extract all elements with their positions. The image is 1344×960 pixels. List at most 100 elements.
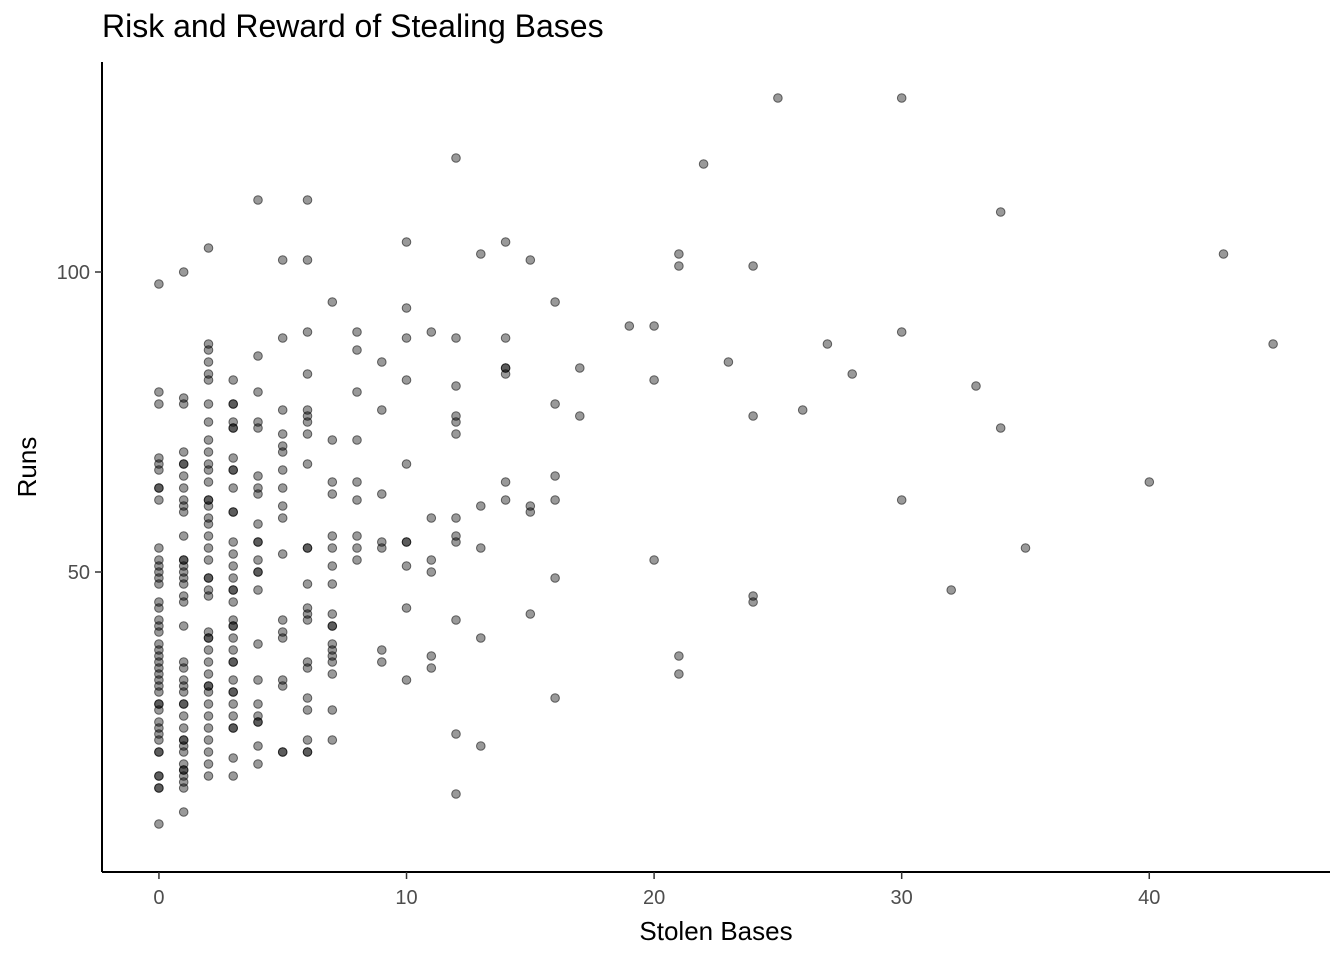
data-point bbox=[401, 603, 412, 613]
data-point bbox=[228, 723, 238, 733]
data-point bbox=[327, 669, 338, 679]
data-point bbox=[228, 711, 238, 721]
data-point bbox=[253, 759, 263, 769]
data-point bbox=[178, 507, 189, 517]
data-point bbox=[995, 207, 1006, 217]
data-point bbox=[352, 495, 362, 505]
data-point bbox=[228, 585, 238, 595]
data-point bbox=[426, 567, 437, 577]
data-point bbox=[203, 657, 214, 667]
data-point bbox=[426, 327, 437, 337]
data-point bbox=[550, 471, 560, 481]
data-point bbox=[203, 591, 214, 601]
data-point bbox=[302, 195, 313, 205]
data-point bbox=[451, 153, 461, 163]
data-point bbox=[451, 429, 461, 439]
data-point bbox=[723, 357, 734, 367]
data-point bbox=[228, 375, 238, 385]
data-point bbox=[302, 705, 313, 715]
data-point bbox=[476, 501, 486, 511]
data-point bbox=[203, 543, 214, 553]
data-point bbox=[277, 333, 288, 343]
data-point bbox=[154, 387, 164, 397]
data-point bbox=[476, 741, 486, 751]
data-point bbox=[302, 429, 313, 439]
data-point bbox=[550, 573, 560, 583]
data-point bbox=[178, 723, 189, 733]
data-point bbox=[302, 693, 313, 703]
data-point bbox=[277, 465, 288, 475]
data-point bbox=[377, 645, 387, 655]
data-point bbox=[327, 609, 338, 619]
data-point bbox=[451, 789, 461, 799]
data-point bbox=[178, 747, 189, 757]
data-point bbox=[277, 633, 288, 643]
data-point bbox=[822, 339, 833, 349]
data-point bbox=[302, 255, 313, 265]
data-point bbox=[352, 327, 362, 337]
data-point bbox=[401, 333, 412, 343]
data-point bbox=[228, 465, 238, 475]
data-point bbox=[203, 243, 214, 253]
data-point bbox=[550, 495, 560, 505]
data-point bbox=[178, 579, 189, 589]
data-point bbox=[352, 345, 362, 355]
data-point bbox=[203, 477, 214, 487]
data-point bbox=[154, 687, 164, 697]
data-point bbox=[377, 543, 387, 553]
data-point bbox=[674, 261, 684, 271]
data-point bbox=[228, 771, 238, 781]
data-point bbox=[178, 711, 189, 721]
data-point bbox=[154, 483, 164, 493]
data-point bbox=[624, 321, 635, 331]
data-point bbox=[154, 819, 164, 829]
data-point bbox=[253, 489, 263, 499]
data-point bbox=[228, 699, 238, 709]
data-point bbox=[575, 363, 585, 373]
data-point bbox=[946, 585, 957, 595]
y-tick-label: 50 bbox=[68, 562, 90, 584]
data-point bbox=[575, 411, 585, 421]
data-point bbox=[228, 399, 238, 409]
data-point bbox=[178, 597, 189, 607]
data-point bbox=[302, 579, 313, 589]
data-point bbox=[228, 483, 238, 493]
data-point bbox=[154, 579, 164, 589]
data-point bbox=[1144, 477, 1155, 487]
data-point bbox=[302, 327, 313, 337]
data-point bbox=[500, 369, 511, 379]
data-point bbox=[674, 651, 684, 661]
data-point bbox=[253, 675, 263, 685]
data-point bbox=[154, 705, 164, 715]
x-tick-label: 40 bbox=[1138, 887, 1160, 909]
data-point bbox=[154, 543, 164, 553]
data-point bbox=[377, 357, 387, 367]
data-point bbox=[302, 417, 313, 427]
data-point bbox=[203, 375, 214, 385]
data-point bbox=[253, 351, 263, 361]
data-point bbox=[203, 435, 214, 445]
data-point bbox=[649, 321, 659, 331]
data-point bbox=[203, 501, 214, 511]
data-point bbox=[277, 549, 288, 559]
data-point bbox=[426, 663, 437, 673]
data-point bbox=[327, 705, 338, 715]
data-point bbox=[401, 537, 412, 547]
data-point bbox=[178, 699, 189, 709]
data-point bbox=[253, 471, 263, 481]
data-point bbox=[203, 687, 214, 697]
data-point bbox=[203, 417, 214, 427]
data-point bbox=[550, 297, 560, 307]
data-point bbox=[203, 345, 214, 355]
data-point bbox=[203, 555, 214, 565]
data-point bbox=[253, 741, 263, 751]
data-point bbox=[253, 567, 263, 577]
data-point bbox=[896, 327, 907, 337]
data-point bbox=[277, 513, 288, 523]
data-point bbox=[253, 585, 263, 595]
data-point bbox=[203, 735, 214, 745]
data-point bbox=[228, 573, 238, 583]
x-tick-label: 0 bbox=[153, 887, 164, 909]
data-point bbox=[154, 495, 164, 505]
